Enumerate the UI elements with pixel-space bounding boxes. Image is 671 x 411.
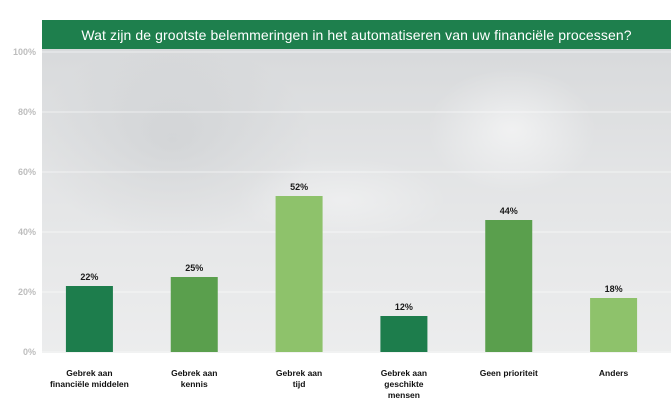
x-tick-label: financiële middelen: [50, 379, 129, 389]
x-tick-label: Gebrek aan: [276, 368, 322, 378]
data-label: 25%: [185, 263, 203, 273]
chart-title: Wat zijn de grootste belemmeringen in he…: [81, 26, 632, 43]
y-tick-label: 40%: [18, 227, 36, 237]
bar: [380, 316, 428, 352]
y-tick-label: 20%: [18, 287, 36, 297]
background-photo: [42, 20, 671, 353]
x-tick-label: tijd: [293, 379, 306, 389]
bar: [170, 277, 218, 352]
y-tick-label: 100%: [13, 47, 36, 57]
x-tick-label: kennis: [181, 379, 208, 389]
y-tick-label: 60%: [18, 167, 36, 177]
bar: [275, 196, 323, 352]
data-label: 44%: [500, 206, 518, 216]
x-tick-label: Gebrek aan: [66, 368, 112, 378]
x-tick-label: Gebrek aan: [381, 368, 427, 378]
y-tick-label: 0%: [23, 347, 36, 357]
data-label: 22%: [80, 272, 98, 282]
background-overlay: [42, 20, 671, 353]
x-tick-label: mensen: [388, 390, 420, 400]
x-tick-label: Geen prioriteit: [480, 368, 538, 378]
data-label: 18%: [605, 284, 623, 294]
x-tick-label: Anders: [599, 368, 629, 378]
bar: [485, 220, 533, 352]
y-tick-label: 80%: [18, 107, 36, 117]
title-band: Wat zijn de grootste belemmeringen in he…: [42, 20, 671, 49]
data-label: 12%: [395, 302, 413, 312]
data-label: 52%: [290, 182, 308, 192]
bar: [65, 286, 113, 352]
bar: [590, 298, 638, 352]
x-tick-label: Gebrek aan: [171, 368, 217, 378]
x-tick-label: geschikte: [384, 379, 423, 389]
